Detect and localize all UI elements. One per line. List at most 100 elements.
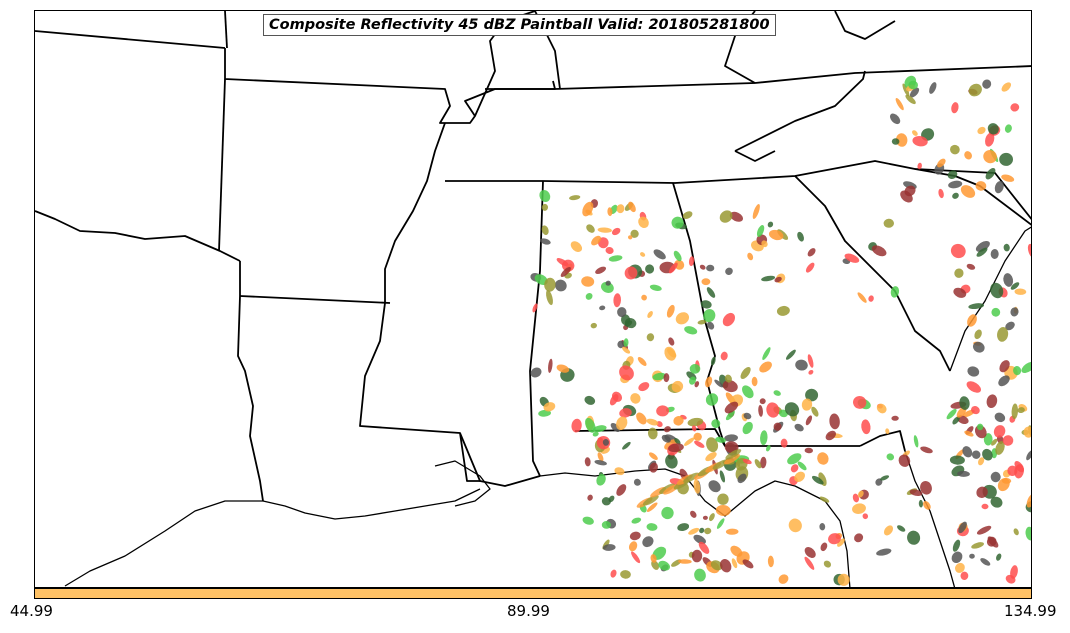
paintball-blob (852, 503, 866, 514)
map-title: Composite Reflectivity 45 dBZ Paintball … (263, 14, 776, 36)
paintball-blob (971, 406, 980, 415)
paintball-blob (975, 240, 990, 252)
paintball-blob (585, 417, 596, 433)
paintball-blob (616, 204, 625, 214)
paintball-blob (691, 549, 703, 563)
paintball-blob (722, 312, 736, 327)
paintball-blob (605, 280, 611, 286)
paintball-blob (724, 374, 732, 383)
reflectivity-paintballs (530, 75, 1031, 586)
paintball-blob (560, 267, 571, 277)
paintball-blob (1025, 526, 1031, 541)
paintball-blob (825, 430, 836, 441)
paintball-blob (539, 238, 551, 245)
paintball-blob (700, 300, 712, 309)
paintball-blob (708, 480, 721, 493)
paintball-blob (917, 162, 922, 170)
border-va-nc (734, 70, 866, 152)
paintball-blob (880, 475, 890, 481)
paintball-blob (804, 447, 813, 454)
paintball-blob (862, 513, 869, 520)
border-tn-south (445, 160, 1031, 220)
paintball-blob (817, 452, 829, 465)
paintball-blob (1011, 403, 1019, 420)
paintball-blob (1004, 124, 1012, 133)
paintball-blob (673, 250, 682, 262)
paintball-blob (646, 333, 655, 342)
paintball-blob (1017, 407, 1025, 414)
paintball-blob (958, 521, 967, 534)
paintball-blob (767, 221, 774, 228)
paintball-blob (653, 249, 666, 260)
paintball-blob (829, 413, 840, 430)
paintball-blob (628, 235, 633, 240)
paintball-blob (854, 533, 864, 543)
paintball-band (725, 449, 742, 460)
paintball-blob (595, 266, 607, 275)
border-ms-al (529, 180, 544, 477)
paintball-blob (629, 531, 641, 541)
border-ar-la (239, 295, 391, 304)
paintball-blob (876, 548, 892, 556)
paintball-blob (747, 252, 754, 261)
paintball-blob (966, 263, 976, 270)
paintball-blob (668, 337, 675, 346)
paintball-blob (962, 446, 973, 458)
paintball-blob (725, 267, 733, 275)
paintball-blob (807, 248, 816, 257)
paintball-blob (702, 515, 708, 520)
paintball-blob (804, 556, 815, 570)
paintball-blob (954, 268, 964, 278)
paintball-blob (592, 431, 599, 437)
paintball-blob (546, 290, 553, 306)
paintball-blob (715, 436, 726, 443)
paintball-blob (667, 348, 677, 358)
paintball-blob (759, 361, 772, 373)
paintball-blob (909, 489, 923, 496)
paintball-blob (613, 293, 622, 308)
paintball-blob (959, 396, 970, 410)
paintball-blob (582, 516, 594, 525)
paintball-blob (693, 479, 701, 494)
paintball-blob (972, 341, 985, 353)
paintball-blob (807, 354, 814, 368)
paintball-blob (611, 227, 621, 236)
border-ga-sc (794, 175, 951, 372)
paintball-blob (868, 295, 874, 302)
paintball-blob (1005, 574, 1016, 584)
map-canvas (35, 11, 1031, 587)
paintball-blob (837, 573, 850, 586)
paintball-blob (690, 510, 697, 518)
paintball-blob (929, 82, 937, 94)
paintball-blob (742, 458, 752, 465)
paintball-blob (731, 558, 738, 569)
paintball-blob (797, 461, 807, 471)
paintball-blob (687, 417, 704, 427)
paintball-blob (1010, 282, 1020, 290)
border-ok-tx (35, 210, 241, 262)
paintball-band (724, 453, 740, 465)
paintball-blob (773, 422, 782, 431)
paintball-blob (663, 373, 670, 383)
paintball-blob (624, 266, 638, 280)
paintball-blob (641, 294, 647, 301)
paintball-blob (751, 376, 758, 387)
paintball-blob (704, 527, 712, 535)
paintball-blob (983, 150, 997, 164)
paintball-blob (701, 278, 711, 286)
paintball-blob (684, 326, 698, 335)
paintball-blob (562, 259, 575, 272)
paintball-blob (895, 97, 904, 111)
paintball-blob (890, 286, 900, 298)
paintball-blob (883, 525, 894, 536)
paintball-blob (971, 450, 981, 459)
atlantic-coast (949, 226, 1031, 372)
paintball-blob (997, 327, 1009, 342)
paintball-blob (605, 246, 614, 255)
paintball-blob (857, 490, 864, 498)
paintball-blob (534, 274, 548, 285)
paintball-blob (883, 218, 894, 228)
paintball-blob (828, 533, 841, 545)
paintball-blob (773, 390, 781, 396)
paintball-blob (993, 425, 1006, 438)
